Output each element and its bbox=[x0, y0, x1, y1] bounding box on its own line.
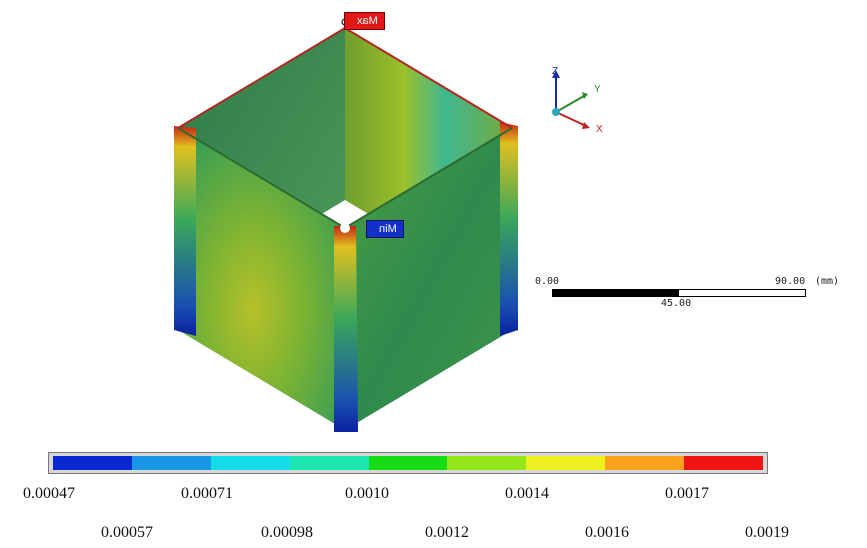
max-marker: Max bbox=[344, 12, 385, 30]
scale-mid: 45.00 bbox=[661, 298, 692, 309]
legend-tick-label: 0.00098 bbox=[261, 524, 313, 541]
legend-tick-label: 0.0017 bbox=[665, 485, 709, 502]
legend-tick-label: 0.00047 bbox=[23, 485, 75, 502]
legend-swatch bbox=[605, 456, 685, 470]
legend-tick-label: 0.00057 bbox=[101, 524, 153, 541]
legend-swatch bbox=[289, 456, 369, 470]
legend-tick-label: 0.0010 bbox=[345, 485, 389, 502]
left-corner-post bbox=[174, 126, 196, 336]
color-legend-bar bbox=[48, 452, 768, 474]
legend-swatch bbox=[684, 456, 764, 470]
legend-tick-label: 0.0012 bbox=[425, 524, 469, 541]
min-marker: Min bbox=[366, 220, 404, 238]
scale-end: 90.00 bbox=[775, 276, 806, 287]
z-axis-label: Z bbox=[552, 66, 558, 77]
axis-triad: Z Y X bbox=[552, 66, 603, 135]
scale-start: 0.00 bbox=[535, 276, 560, 287]
legend-tick-label: 0.00071 bbox=[181, 485, 233, 502]
legend-swatch bbox=[53, 456, 132, 470]
legend-tick-label: 0.0014 bbox=[505, 485, 549, 502]
legend-swatch bbox=[447, 456, 527, 470]
scale-unit: (mm) bbox=[815, 276, 840, 287]
legend-swatch bbox=[131, 456, 211, 470]
legend-swatch bbox=[210, 456, 290, 470]
legend-swatch bbox=[526, 456, 606, 470]
legend-swatch bbox=[368, 456, 448, 470]
front-corner-post bbox=[334, 226, 358, 432]
legend-tick-label: 0.0016 bbox=[585, 524, 629, 541]
min-point bbox=[340, 223, 350, 233]
legend-tick-label: 0.0019 bbox=[745, 524, 789, 541]
x-axis-label: X bbox=[596, 124, 603, 135]
scale-bar: 0.00 90.00 (mm) 45.00 bbox=[535, 276, 865, 316]
right-corner-post bbox=[500, 122, 518, 336]
y-axis-label: Y bbox=[594, 84, 601, 95]
